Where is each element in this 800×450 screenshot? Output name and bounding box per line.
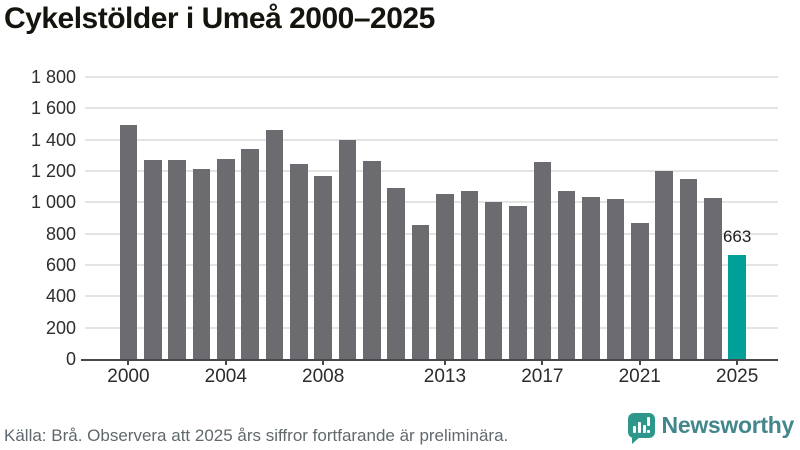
bar-2003 xyxy=(192,169,211,359)
x-tick-label-2000: 2000 xyxy=(107,366,150,387)
x-tick-label-2013: 2013 xyxy=(423,366,467,387)
x-tick-label-2004: 2004 xyxy=(204,366,247,387)
bar-2000 xyxy=(119,124,138,359)
value-label-2025: 663 xyxy=(722,227,752,247)
y-tick-label: 1 400 xyxy=(30,129,76,150)
plot-area xyxy=(81,76,778,361)
bar-2001 xyxy=(143,160,162,359)
bar-2006 xyxy=(265,129,284,359)
y-tick-label: 0 xyxy=(65,349,76,369)
gridline-800 xyxy=(85,232,778,235)
x-tick-2017 xyxy=(541,359,544,365)
y-tick-label: 1 000 xyxy=(30,192,76,213)
bar-2013 xyxy=(436,193,454,359)
bar-2005 xyxy=(241,149,259,359)
bar-2025 xyxy=(728,255,746,359)
gridline-400 xyxy=(85,295,778,298)
gridline-1000 xyxy=(85,201,778,204)
bar-2017 xyxy=(533,162,552,359)
x-tick-label-2025: 2025 xyxy=(716,366,759,387)
bar-2011 xyxy=(387,188,406,359)
bar-2019 xyxy=(582,196,600,359)
y-tick-label: 200 xyxy=(45,317,76,338)
bar-2023 xyxy=(679,178,698,359)
x-tick-2021 xyxy=(638,359,641,365)
x-tick-label-2017: 2017 xyxy=(521,366,564,387)
y-tick-label: 800 xyxy=(45,223,76,244)
bar-2021 xyxy=(630,222,649,359)
bar-2015 xyxy=(484,201,503,359)
bar-2016 xyxy=(509,206,527,359)
gridline-600 xyxy=(85,264,778,266)
bar-2004 xyxy=(217,159,235,359)
bar-2012 xyxy=(411,225,430,359)
x-tick-label-2008: 2008 xyxy=(302,366,345,387)
bar-2020 xyxy=(606,199,625,359)
bar-2018 xyxy=(557,191,576,359)
newsworthy-wordmark: Newsworthy xyxy=(661,412,795,438)
newsworthy-chart-bubble-icon xyxy=(627,413,655,444)
x-axis-line xyxy=(81,359,778,361)
y-tick-label: 1 200 xyxy=(30,161,76,181)
gridline-1400 xyxy=(85,138,778,141)
y-tick-label: 1 600 xyxy=(30,98,76,119)
chart-title: Cykelstölder i Umeå 2000–2025 xyxy=(4,2,435,35)
newsworthy-logo: Newsworthy xyxy=(627,412,795,444)
bar-2007 xyxy=(290,164,308,359)
x-tick-2000 xyxy=(127,359,130,365)
x-tick-2008 xyxy=(322,359,325,365)
source-note: Källa: Brå. Observera att 2025 års siffr… xyxy=(4,426,509,445)
bar-2009 xyxy=(338,139,357,359)
bar-2008 xyxy=(314,175,332,359)
bar-2014 xyxy=(460,191,479,359)
x-tick-2013 xyxy=(443,359,446,365)
y-tick-label: 600 xyxy=(45,255,76,275)
speech-bubble-tail xyxy=(631,436,641,444)
gridline-1800 xyxy=(85,76,778,78)
y-tick-label: 400 xyxy=(45,286,76,307)
bar-2022 xyxy=(655,171,673,359)
bar-2010 xyxy=(363,160,381,359)
bar-2024 xyxy=(704,197,722,359)
x-tick-2004 xyxy=(224,359,227,365)
x-tick-2025 xyxy=(736,359,739,365)
x-tick-label-2021: 2021 xyxy=(618,366,661,387)
gridline-1600 xyxy=(85,107,778,110)
bar-2002 xyxy=(168,160,186,359)
y-tick-label: 1 800 xyxy=(30,67,76,87)
gridline-1200 xyxy=(85,170,778,172)
gridline-200 xyxy=(85,326,778,329)
